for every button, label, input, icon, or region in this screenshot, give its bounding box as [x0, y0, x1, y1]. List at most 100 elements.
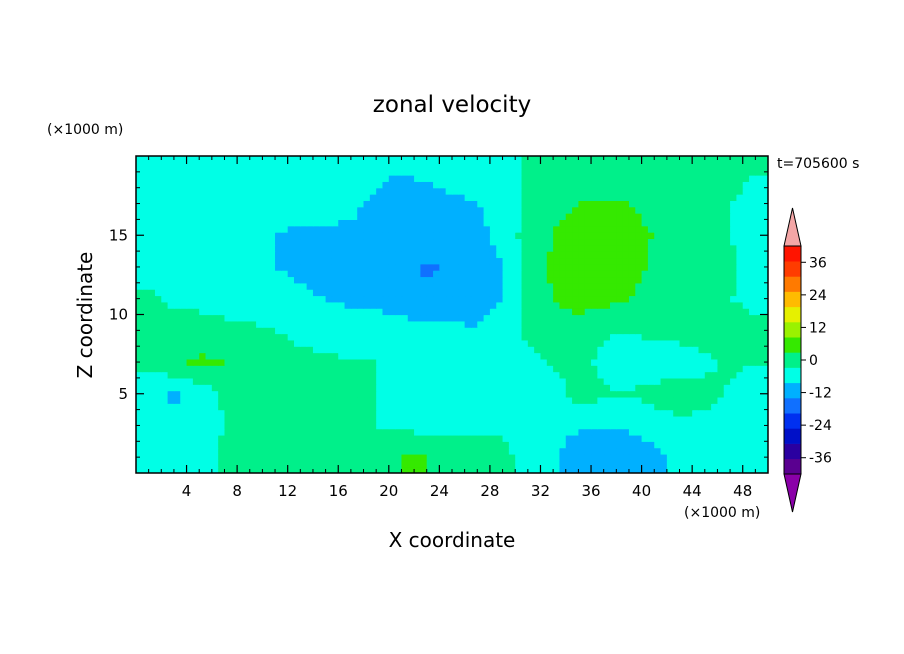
field-cell	[470, 384, 478, 392]
field-cell	[218, 301, 226, 309]
field-cell	[546, 244, 554, 252]
field-cell	[628, 276, 636, 284]
field-cell	[742, 295, 750, 303]
field-cell	[698, 428, 706, 436]
field-cell	[281, 282, 289, 290]
field-cell	[445, 453, 453, 461]
field-cell	[382, 466, 390, 473]
field-cell	[199, 428, 207, 436]
field-cell	[711, 422, 719, 430]
field-cell	[300, 390, 308, 398]
field-cell	[433, 428, 440, 436]
field-cell	[256, 225, 263, 233]
field-cell	[477, 219, 485, 227]
field-cell	[142, 301, 150, 309]
field-cell	[489, 320, 497, 328]
field-cell	[136, 428, 143, 436]
field-cell	[559, 320, 567, 328]
field-cell	[331, 219, 339, 227]
field-cell	[635, 415, 643, 423]
field-cell	[363, 162, 371, 170]
field-cell	[458, 409, 466, 417]
field-cell	[287, 175, 295, 182]
field-cell	[249, 327, 257, 335]
field-cell	[426, 225, 434, 233]
field-cell	[616, 409, 624, 417]
field-cell	[439, 276, 447, 284]
field-cell	[572, 403, 579, 411]
field-cell	[275, 466, 282, 473]
field-cell	[692, 244, 700, 252]
field-cell	[237, 403, 245, 411]
field-cell	[610, 428, 617, 436]
field-cell	[597, 453, 605, 461]
field-cell	[154, 327, 162, 335]
field-cell	[496, 314, 504, 322]
field-cell	[546, 314, 554, 322]
field-cell	[407, 257, 415, 265]
field-cell	[439, 422, 447, 430]
field-cell	[641, 257, 649, 265]
field-cell	[256, 257, 263, 265]
field-cell	[597, 168, 605, 176]
field-cell	[464, 320, 472, 328]
field-cell	[591, 339, 598, 347]
field-cell	[711, 263, 719, 271]
field-cell	[338, 358, 346, 366]
field-cell	[256, 244, 263, 252]
field-cell	[357, 308, 365, 316]
field-cell	[167, 384, 175, 392]
field-cell	[508, 327, 516, 335]
field-cell	[496, 187, 504, 195]
field-cell	[173, 156, 181, 163]
field-cell	[369, 238, 377, 246]
field-cell	[426, 358, 434, 366]
field-cell	[704, 308, 712, 316]
field-cell	[331, 396, 339, 404]
field-cell	[685, 200, 693, 208]
field-cell	[218, 460, 226, 468]
field-cell	[470, 415, 478, 423]
field-cell	[742, 447, 750, 455]
field-cell	[306, 371, 314, 379]
field-cell	[584, 187, 592, 195]
field-cell	[477, 428, 485, 436]
field-cell	[142, 244, 150, 252]
field-cell	[610, 162, 617, 170]
field-cell	[540, 371, 548, 379]
field-cell	[603, 206, 611, 214]
field-cell	[692, 339, 700, 347]
field-cell	[685, 441, 693, 449]
field-cell	[546, 365, 554, 373]
field-cell	[515, 162, 523, 170]
field-cell	[597, 377, 605, 385]
field-cell	[647, 289, 655, 297]
field-cell	[597, 219, 605, 227]
field-cell	[205, 276, 213, 284]
field-cell	[294, 403, 301, 411]
field-cell	[489, 168, 497, 176]
field-cell	[426, 377, 434, 385]
field-cell	[325, 415, 333, 423]
field-cell	[180, 339, 188, 347]
field-cell	[154, 314, 162, 322]
field-cell	[458, 428, 466, 436]
field-cell	[224, 333, 232, 341]
field-cell	[723, 320, 731, 328]
field-cell	[205, 460, 213, 468]
field-cell	[180, 187, 188, 195]
field-cell	[433, 232, 440, 240]
field-cell	[723, 194, 731, 201]
field-cell	[306, 403, 314, 411]
field-cell	[578, 168, 586, 176]
field-cell	[433, 206, 440, 214]
field-cell	[344, 365, 352, 373]
field-cell	[515, 447, 523, 455]
field-cell	[414, 156, 421, 163]
field-cell	[470, 371, 478, 379]
field-cell	[268, 441, 276, 449]
field-cell	[502, 320, 510, 328]
field-cell	[262, 162, 270, 170]
field-cell	[641, 466, 649, 473]
field-cell	[711, 460, 719, 468]
